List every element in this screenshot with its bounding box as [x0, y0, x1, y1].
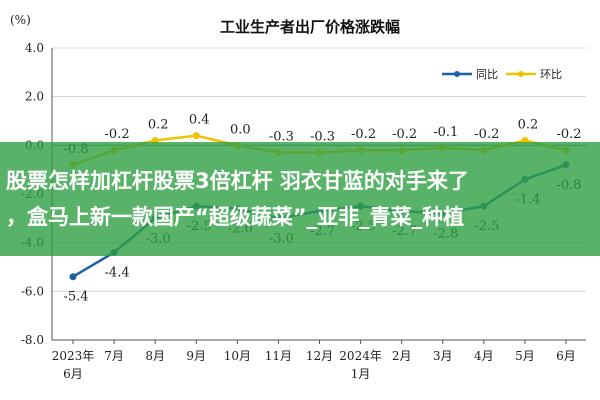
x-tick-label: 9月	[186, 349, 206, 363]
x-tick-label: 7月	[104, 349, 124, 363]
x-tick-label: 2月	[392, 349, 412, 363]
overlay-banner[interactable]: 股票怎样加杠杆股票3倍杠杆 羽衣甘蓝的对手来了 ，盒马上新一款国产“超级蔬菜”_…	[0, 142, 600, 256]
data-label: -0.2	[105, 127, 130, 142]
data-label: -0.2	[556, 127, 581, 142]
data-label: -0.2	[351, 127, 376, 142]
x-tick-label: 6月	[556, 349, 576, 363]
x-tick-label: 2024年 1月	[339, 349, 382, 381]
data-label: 0.2	[148, 117, 169, 132]
legend-label-series-2: 环比	[540, 68, 562, 81]
x-tick-label: 5月	[515, 349, 535, 363]
legend-marker-series-1	[454, 71, 460, 77]
x-tick-label: 12月	[306, 349, 333, 363]
y-tick-label: 4.0	[25, 41, 44, 55]
x-tick-label: 3月	[433, 349, 453, 363]
y-tick-label: 2.0	[25, 90, 44, 104]
y-tick-label: -8.0	[21, 333, 44, 347]
x-tick-label: 8月	[145, 349, 165, 363]
x-tick-label: 2023年 6月	[52, 349, 95, 381]
data-point	[192, 132, 200, 140]
data-label: -0.2	[392, 127, 417, 142]
overlay-headline-line-1[interactable]: 股票怎样加杠杆股票3倍杠杆 羽衣甘蓝的对手来了	[6, 169, 469, 193]
legend: 同比 环比	[442, 68, 562, 81]
y-axis-unit: (%)	[10, 13, 31, 27]
data-label: -0.2	[474, 127, 499, 142]
data-label: 0.4	[189, 113, 210, 128]
x-axis: 2023年 6月 7月 8月 9月 10月 11月 12月 2024年 1月 2月 3月 4月 5月 6月	[52, 339, 586, 381]
x-tick-label: 10月	[224, 349, 251, 363]
data-label: -0.3	[310, 130, 335, 145]
legend-label-series-1: 同比	[476, 68, 498, 81]
chart-title: 工业生产者出厂价格涨跌幅	[220, 18, 400, 36]
overlay-headline-line-2[interactable]: ，盒马上新一款国产“超级蔬菜”_亚非_青菜_种植	[6, 205, 465, 229]
data-label: 0.2	[518, 117, 539, 132]
data-label: -0.3	[269, 130, 294, 145]
legend-marker-series-2	[518, 71, 524, 77]
data-label: -0.1	[433, 125, 458, 140]
x-tick-label: 4月	[474, 349, 494, 363]
data-label: -4.4	[105, 265, 130, 280]
data-point	[69, 273, 77, 281]
data-label: 0.0	[230, 122, 251, 137]
x-tick-label: 11月	[265, 349, 292, 363]
data-label: -5.4	[63, 290, 88, 305]
y-tick-label: -6.0	[21, 284, 44, 298]
